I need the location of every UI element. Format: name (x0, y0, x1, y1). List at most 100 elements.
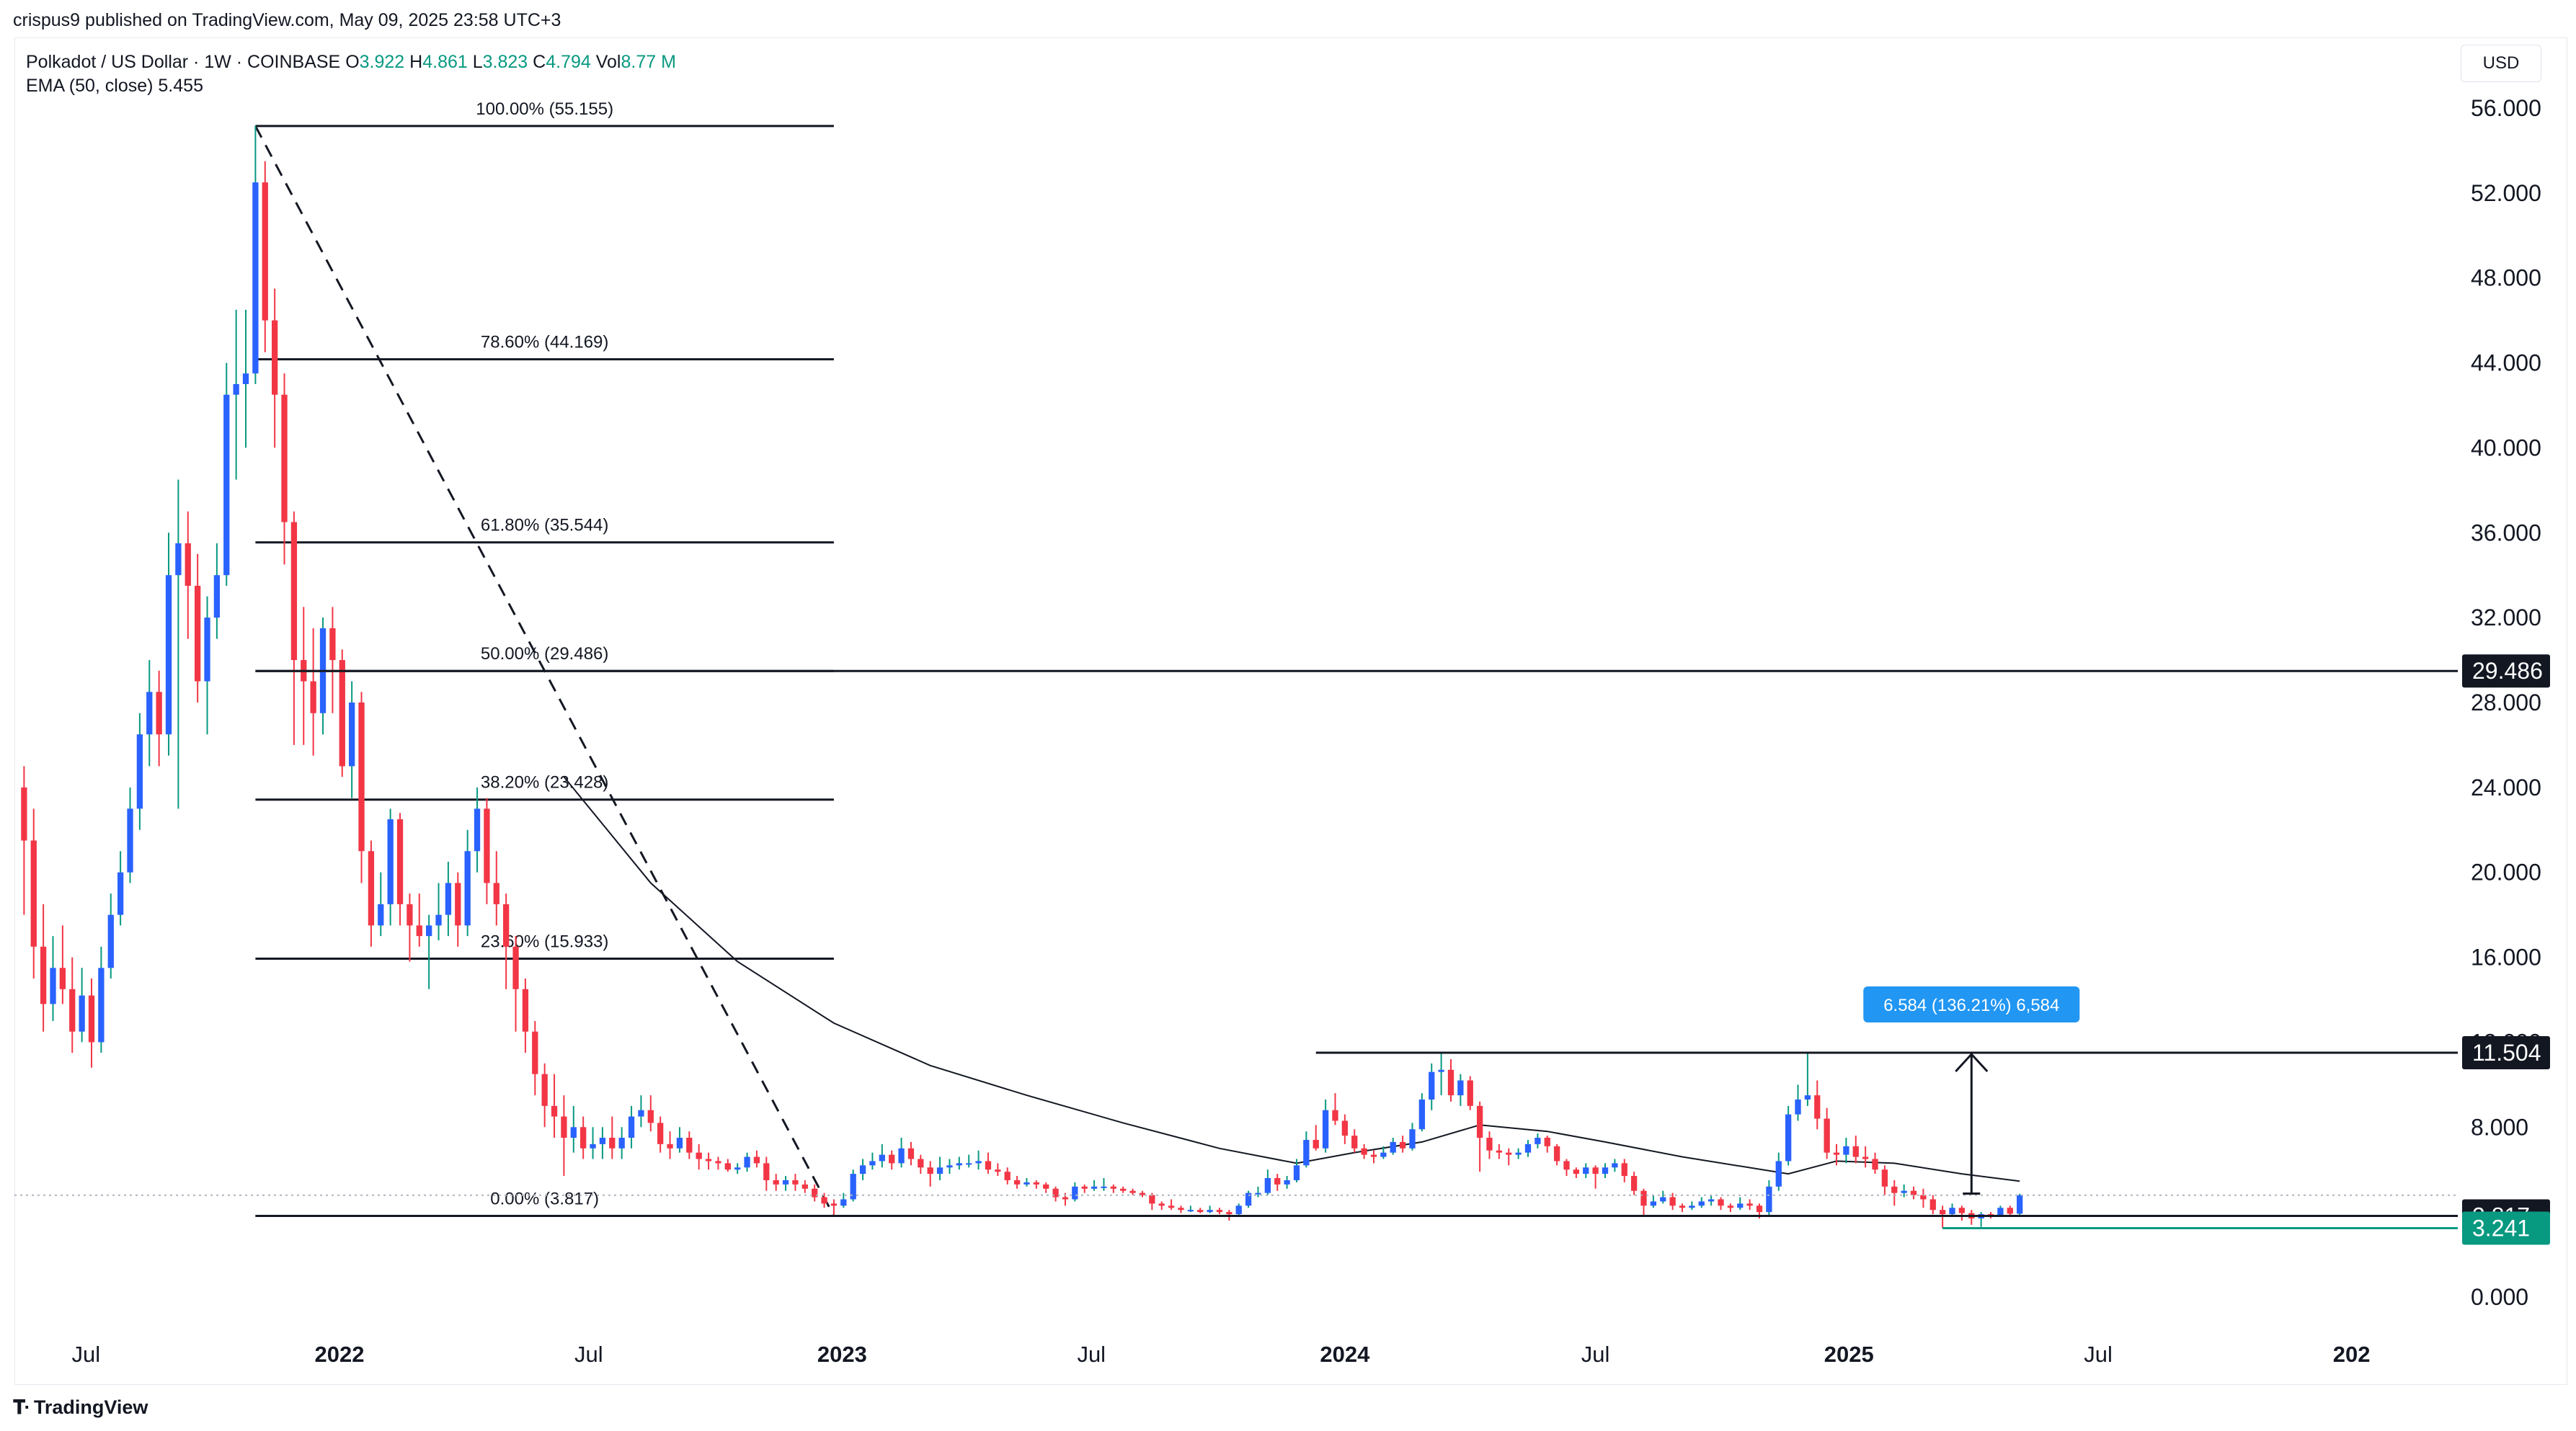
candle (1891, 1180, 1898, 1206)
candle-body (1997, 1208, 2004, 1216)
candle (801, 1180, 808, 1193)
candle-body (1650, 1201, 1657, 1206)
candle (532, 1020, 538, 1096)
candle-body (1949, 1208, 1955, 1215)
candle-body (21, 787, 27, 841)
candle-body (966, 1163, 972, 1165)
candle (1660, 1190, 1666, 1204)
candle-body (1216, 1210, 1223, 1213)
candle-body (1496, 1150, 1503, 1153)
candle (734, 1163, 741, 1174)
candle-body (1390, 1141, 1396, 1153)
candle-body (686, 1138, 693, 1153)
candle (850, 1169, 856, 1202)
candle (59, 925, 66, 1004)
candle (1766, 1180, 1772, 1217)
candle-body (1370, 1154, 1377, 1157)
candle-body (165, 575, 172, 735)
publisher-info: crispus9 published on TradingView.com, M… (13, 10, 561, 30)
candle-body (474, 808, 481, 852)
candle (1284, 1176, 1290, 1189)
candle-body (1313, 1139, 1319, 1149)
candle (290, 511, 298, 745)
x-tick-label: Jul (1077, 1342, 1106, 1367)
candle-body (532, 1031, 538, 1074)
candle-body (1264, 1178, 1271, 1193)
candle-body (1852, 1146, 1859, 1157)
y-tick-label: 20.000 (2471, 860, 2541, 886)
candle-body (995, 1169, 1001, 1172)
candle-body (79, 995, 85, 1032)
candle (1486, 1131, 1493, 1159)
candle (21, 766, 27, 915)
candle (551, 1074, 558, 1138)
candle-body (387, 819, 394, 904)
candle-body (812, 1188, 818, 1198)
y-tick-label: 28.000 (2471, 690, 2541, 716)
candle (194, 553, 201, 703)
symbol-title[interactable]: Polkadot / US Dollar · 1W · COINBASE (26, 52, 341, 72)
candle-body (1630, 1176, 1638, 1191)
candle-body (1284, 1180, 1290, 1185)
candle-body (1940, 1210, 1946, 1215)
candle (1313, 1125, 1319, 1151)
candle (242, 309, 249, 448)
x-tick-label: 202 (2333, 1342, 2371, 1367)
candle (618, 1127, 625, 1159)
candle (329, 607, 336, 713)
candle-body (985, 1161, 992, 1170)
candle-body (175, 543, 182, 576)
candle (1824, 1107, 1830, 1159)
candle (936, 1156, 943, 1180)
candle-body (1110, 1186, 1116, 1189)
candle (1023, 1178, 1030, 1187)
y-tick-label: 56.000 (2471, 95, 2541, 121)
candle (1467, 1076, 1473, 1110)
candle-body (782, 1180, 789, 1185)
candle (1910, 1186, 1917, 1200)
candle (1120, 1186, 1127, 1193)
ema-value: 5.455 (158, 76, 203, 96)
candle-body (223, 394, 230, 576)
candle-body (1447, 1069, 1454, 1096)
candle (609, 1116, 616, 1159)
candle-body (1573, 1169, 1580, 1174)
candle (1072, 1182, 1078, 1202)
candle (213, 543, 221, 639)
candle-body (1602, 1167, 1609, 1174)
candle-body (850, 1174, 856, 1200)
currency-button[interactable]: USD (2461, 45, 2541, 82)
close-value: 4.794 (546, 52, 591, 72)
candle (1689, 1201, 1695, 1211)
candle-body (975, 1161, 982, 1164)
candle-body (580, 1127, 587, 1149)
candle (1602, 1163, 1609, 1178)
measure-arrow-head (1955, 1052, 1989, 1073)
candle (40, 904, 47, 1032)
candle (821, 1192, 827, 1208)
candle-body (1506, 1152, 1512, 1155)
candle (1583, 1163, 1589, 1178)
candle-body (127, 808, 133, 873)
candle-body (801, 1184, 808, 1189)
candle (773, 1174, 779, 1191)
candle-body (1881, 1169, 1888, 1187)
candle-body (435, 914, 442, 926)
candle-body (609, 1138, 616, 1149)
candle-body (657, 1123, 664, 1144)
candle-body (667, 1144, 673, 1149)
candle (512, 936, 519, 1032)
candle-body (1322, 1110, 1329, 1149)
x-tick-label: 2023 (817, 1342, 867, 1367)
candle (1043, 1182, 1049, 1193)
ema-label[interactable]: EMA (50, close) (26, 76, 154, 96)
candle (1630, 1172, 1638, 1195)
candle-body (1129, 1190, 1136, 1193)
candle-body (753, 1156, 760, 1164)
x-tick-label: Jul (1581, 1342, 1610, 1367)
candle (1216, 1208, 1223, 1215)
candle (79, 968, 85, 1043)
candle-body (1486, 1138, 1493, 1151)
y-tick-label: 36.000 (2471, 520, 2541, 545)
